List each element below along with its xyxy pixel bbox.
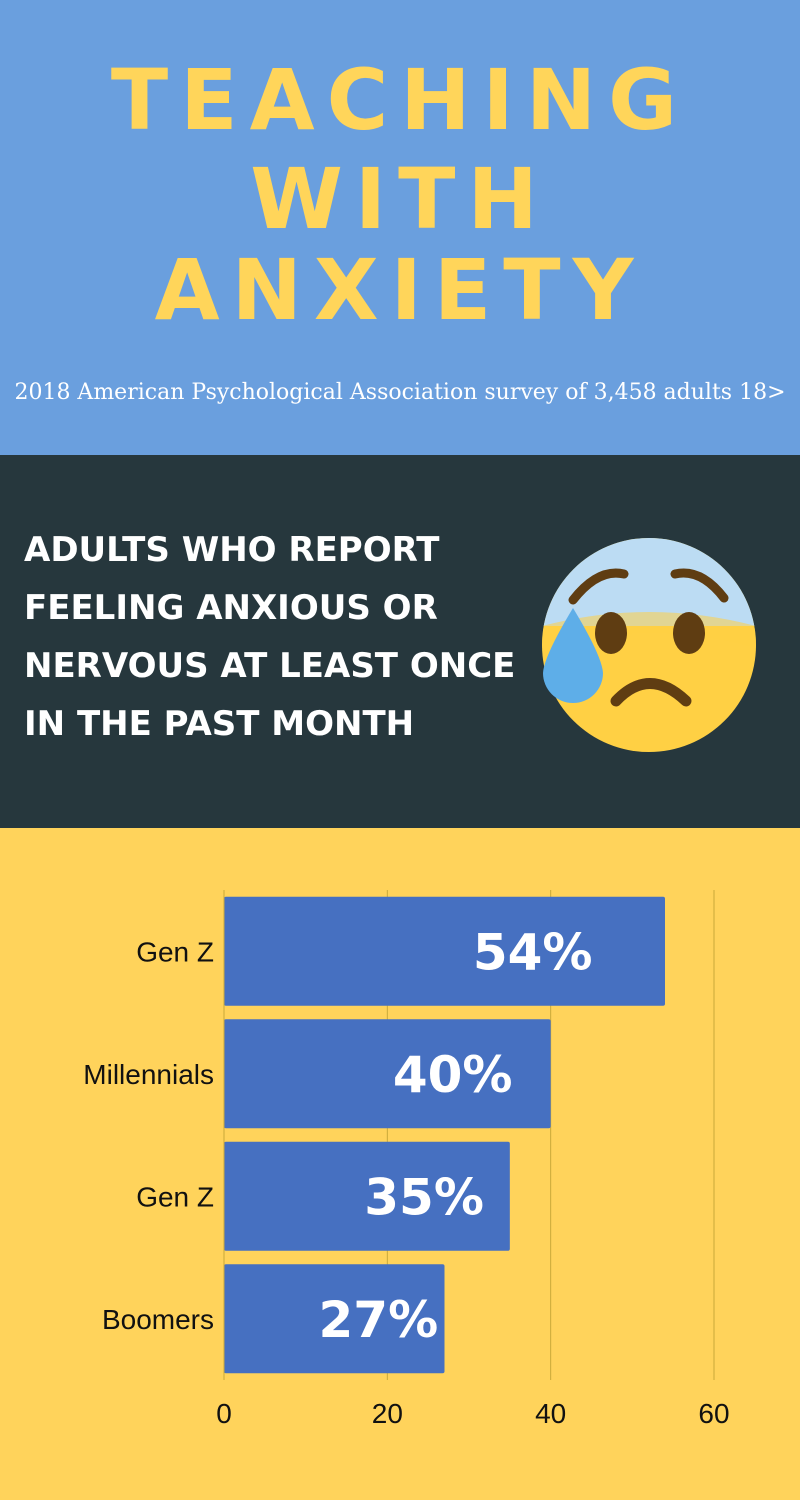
anxious-face-with-sweat-icon — [542, 538, 756, 752]
category-label: Millennials — [83, 1059, 214, 1090]
category-label: Boomers — [102, 1304, 214, 1335]
question-line-2: FEELING ANXIOUS OR — [24, 588, 438, 628]
title-line-1: TEACHING — [110, 51, 690, 149]
x-tick-label: 60 — [698, 1398, 729, 1429]
data-label: 35% — [364, 1168, 484, 1226]
category-label: Gen Z — [136, 1181, 214, 1212]
x-tick-label: 20 — [372, 1398, 403, 1429]
data-label: 40% — [393, 1046, 513, 1104]
survey-source-subtitle: 2018 American Psychological Association … — [14, 380, 786, 405]
title-line-2: WITH — [250, 150, 550, 248]
bar — [224, 1019, 551, 1129]
chart-section: Gen Z 54% Millennials 40% Gen Z 35% Boomers 27%… — [0, 828, 800, 1500]
question-section: ADULTS WHO REPORT FEELING ANXIOUS OR NER… — [0, 455, 800, 828]
bar — [224, 1141, 510, 1251]
title-section: TEACHING WITH ANXIETY 2018 American Psyc… — [0, 0, 800, 455]
data-label: 27% — [319, 1291, 439, 1349]
category-label: Gen Z — [136, 936, 214, 967]
question-line-1: ADULTS WHO REPORT — [24, 530, 440, 570]
x-tick-label: 40 — [535, 1398, 566, 1429]
question-line-3: NERVOUS AT LEAST ONCE — [24, 646, 516, 686]
title-line-3: ANXIETY — [154, 241, 646, 339]
bar-chart: Gen Z 54% Millennials 40% Gen Z 35% Boomers 27%… — [83, 890, 730, 1429]
x-tick-label: 0 — [216, 1398, 232, 1429]
bar — [224, 1264, 445, 1374]
data-label: 54% — [473, 923, 593, 981]
question-line-4: IN THE PAST MONTH — [24, 704, 415, 744]
bar — [224, 896, 665, 1006]
